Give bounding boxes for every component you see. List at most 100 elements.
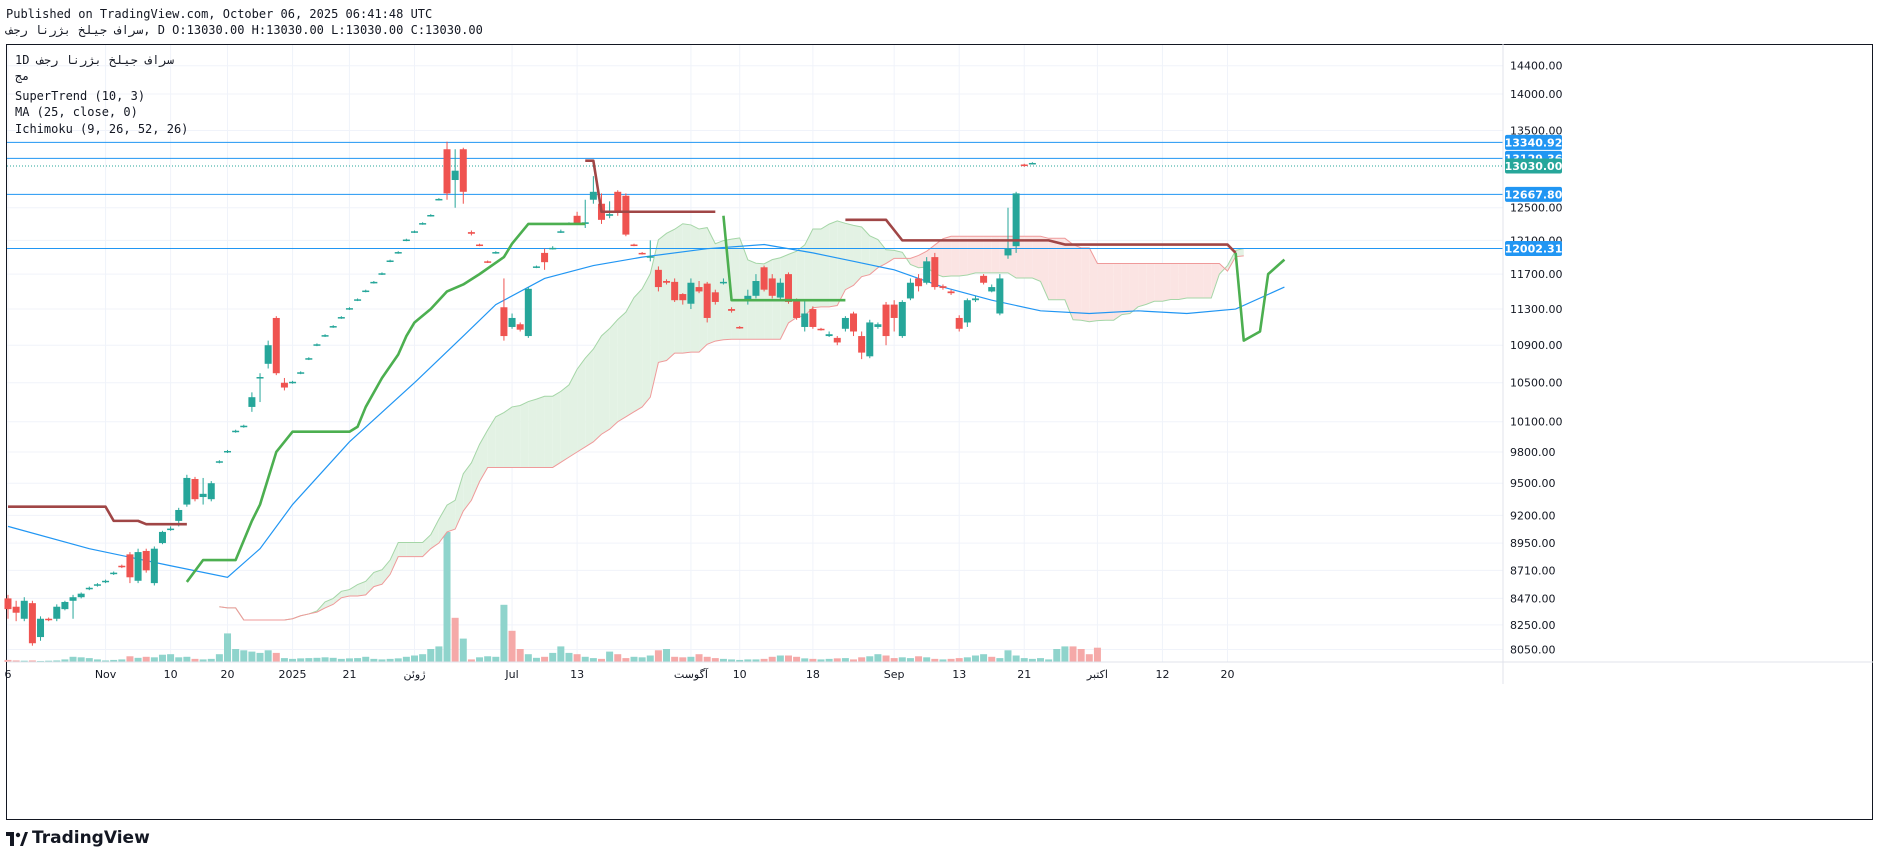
ichimoku-cloud-segment bbox=[666, 229, 675, 361]
volume-bar bbox=[1045, 659, 1053, 662]
candle-body bbox=[93, 584, 101, 586]
legend-exchange: مج bbox=[15, 69, 30, 83]
volume-bar bbox=[516, 649, 524, 662]
candle-body bbox=[45, 618, 53, 621]
candle-body bbox=[516, 324, 524, 330]
candle-body bbox=[232, 430, 240, 433]
volume-bar bbox=[630, 656, 638, 662]
volume-bar bbox=[524, 654, 532, 662]
ichimoku-cloud-segment bbox=[853, 225, 862, 286]
ichimoku-cloud-segment bbox=[593, 335, 602, 442]
candle-body bbox=[898, 301, 906, 337]
candle-body bbox=[541, 252, 549, 263]
candle-body bbox=[971, 298, 979, 301]
ichimoku-cloud-segment bbox=[585, 349, 594, 447]
volume-bar bbox=[874, 654, 882, 662]
candle-body bbox=[77, 593, 85, 598]
candle-body bbox=[866, 322, 874, 357]
candle-body bbox=[484, 261, 492, 263]
volume-bar bbox=[898, 657, 906, 662]
volume-bar bbox=[557, 646, 565, 662]
candle-body bbox=[435, 198, 443, 201]
tradingview-brand: TradingView bbox=[32, 828, 150, 848]
candle-body bbox=[451, 170, 459, 181]
candle-body bbox=[289, 381, 297, 384]
volume-bar bbox=[1012, 655, 1020, 662]
ichimoku-cloud-segment bbox=[731, 237, 740, 340]
volume-bar bbox=[329, 657, 337, 662]
volume-bar bbox=[614, 654, 622, 662]
y-tick-label: 8710.00 bbox=[1510, 564, 1556, 577]
volume-bar bbox=[118, 659, 126, 662]
ichimoku-cloud-segment bbox=[406, 542, 415, 557]
ichimoku-cloud-segment bbox=[674, 223, 683, 354]
candle-body bbox=[158, 531, 166, 544]
volume-bar bbox=[248, 651, 256, 662]
ichimoku-cloud-segment bbox=[325, 598, 334, 608]
x-tick-label: 10 bbox=[733, 668, 747, 681]
candle-body bbox=[841, 317, 849, 329]
ichimoku-cloud-segment bbox=[625, 297, 635, 417]
ichimoku-cloud-segment bbox=[447, 500, 456, 532]
ichimoku-cloud-segment bbox=[1089, 247, 1098, 322]
volume-bar bbox=[508, 630, 516, 662]
candle-body bbox=[549, 247, 557, 250]
ichimoku-cloud-segment bbox=[1162, 263, 1171, 302]
volume-bar bbox=[240, 650, 248, 662]
legend-ma[interactable]: MA (25, close, 0) bbox=[15, 105, 138, 119]
x-tick-label: 13 bbox=[570, 668, 584, 681]
ichimoku-cloud-segment bbox=[528, 399, 537, 468]
chart-frame[interactable] bbox=[6, 44, 1873, 820]
candle-body bbox=[20, 600, 28, 619]
legend-supertrend[interactable]: SuperTrend (10, 3) bbox=[15, 89, 146, 103]
candle-body bbox=[1012, 193, 1020, 247]
volume-bar bbox=[411, 655, 418, 662]
volume-bar bbox=[476, 657, 484, 662]
y-tick-label: 11300.00 bbox=[1510, 303, 1563, 316]
y-tick-label: 12500.00 bbox=[1510, 202, 1563, 215]
volume-bar bbox=[906, 658, 914, 662]
volume-bar bbox=[1085, 654, 1093, 662]
volume-bar bbox=[85, 658, 93, 662]
volume-bar bbox=[980, 654, 988, 662]
candle-body bbox=[37, 618, 45, 638]
candle-body bbox=[500, 307, 508, 337]
volume-bar bbox=[207, 658, 215, 662]
volume-bar bbox=[841, 658, 849, 662]
x-tick-label: Sep bbox=[884, 668, 905, 681]
ichimoku-cloud-segment bbox=[991, 236, 1000, 273]
legend-ichimoku[interactable]: Ichimoku (9, 26, 52, 26) bbox=[15, 122, 189, 136]
volume-bar bbox=[321, 657, 329, 662]
ichimoku-cloud-segment bbox=[739, 237, 748, 340]
candle-body bbox=[630, 244, 638, 247]
volume-bar bbox=[354, 658, 362, 662]
candle-body bbox=[337, 317, 345, 319]
volume-bar bbox=[988, 656, 996, 662]
candle-body bbox=[1004, 248, 1012, 256]
ichimoku-cloud-segment bbox=[430, 519, 439, 549]
volume-bar bbox=[313, 657, 321, 662]
ichimoku-cloud-segment bbox=[723, 239, 732, 340]
ichimoku-cloud-segment bbox=[829, 220, 838, 307]
tradingview-logo[interactable]: TradingView bbox=[6, 828, 150, 848]
x-tick-label: اکتبر bbox=[1086, 668, 1108, 681]
candle-body bbox=[744, 295, 752, 301]
volume-bar bbox=[183, 656, 191, 662]
ichimoku-cloud-segment bbox=[1186, 263, 1195, 298]
candle-body bbox=[776, 282, 784, 298]
ichimoku-cloud-segment bbox=[1081, 247, 1090, 322]
volume-bar bbox=[711, 658, 719, 662]
x-tick-label: 6 bbox=[5, 668, 12, 681]
candle-body bbox=[224, 450, 232, 453]
candle-body bbox=[118, 565, 126, 568]
candle-body bbox=[411, 231, 418, 233]
volume-bar bbox=[37, 660, 45, 662]
candle-body bbox=[557, 231, 565, 233]
candle-body bbox=[874, 324, 882, 327]
ichimoku-cloud-segment bbox=[886, 249, 895, 264]
x-tick-label: 2025 bbox=[279, 668, 307, 681]
candle-body bbox=[402, 239, 410, 242]
ichimoku-cloud-segment bbox=[1113, 263, 1122, 321]
candle-body bbox=[654, 269, 662, 288]
